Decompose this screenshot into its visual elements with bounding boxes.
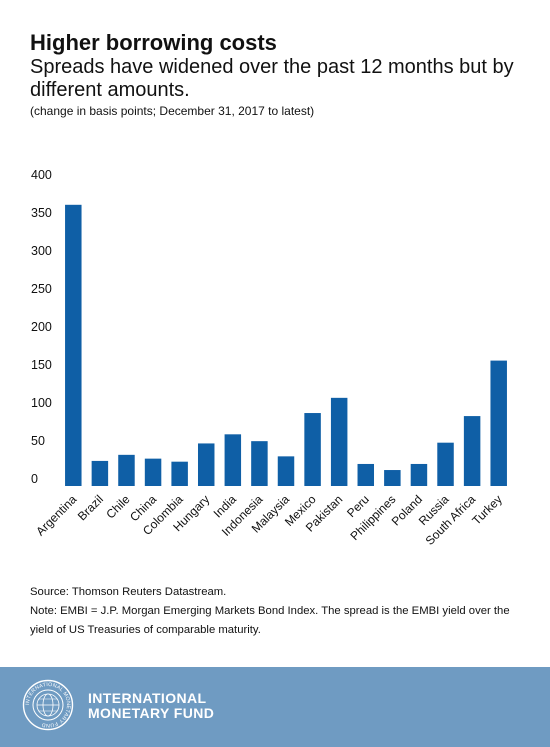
y-tick-label: 0	[31, 472, 38, 486]
bar-chart: 0 50 100 150 200 250 300 350 400 ArgentinaBrazil…	[31, 168, 507, 548]
x-tick-label: Turkey	[469, 492, 505, 528]
imf-wordmark: INTERNATIONAL MONETARY FUND	[88, 691, 214, 721]
chart-title: Higher borrowing costs	[30, 30, 277, 55]
bar-russia	[437, 442, 454, 486]
y-tick-label: 250	[31, 282, 52, 296]
bar-poland	[410, 463, 428, 486]
bar-turkey	[490, 360, 507, 486]
units-note: (change in basis points; December 31, 20…	[30, 104, 315, 118]
y-tick-label: 150	[31, 358, 52, 372]
x-tick-label: Argentina	[33, 492, 79, 538]
imf-seal-icon: INTERNATIONAL MONETARY FUND	[22, 679, 74, 731]
bar-malaysia	[277, 456, 295, 486]
y-tick-label: 200	[31, 320, 52, 334]
bar-brazil	[91, 460, 109, 486]
bar-philippines	[384, 470, 401, 486]
definition-note: Note: EMBI = J.P. Morgan Emerging Market…	[30, 605, 510, 636]
brand-line-1: INTERNATIONAL	[88, 690, 207, 706]
bar-pakistan	[330, 397, 348, 486]
x-tick-label: Brazil	[75, 492, 106, 523]
bar-india	[224, 434, 242, 486]
y-tick-label: 100	[31, 396, 52, 410]
bar-indonesia	[251, 441, 268, 486]
y-tick-label: 400	[31, 168, 52, 182]
x-axis: ArgentinaBrazilChileChinaColombiaHungary…	[33, 492, 505, 548]
brand-line-2: MONETARY FUND	[88, 705, 215, 721]
bar-hungary	[197, 443, 215, 486]
bar-south-africa	[463, 416, 481, 486]
chart-subtitle: Spreads have widened over the past 12 mo…	[30, 56, 514, 101]
bars	[65, 204, 507, 487]
bar-colombia	[171, 461, 188, 486]
y-axis: 0 50 100 150 200 250 300 350 400	[31, 168, 52, 486]
y-tick-label: 50	[31, 434, 45, 448]
footer-banner: INTERNATIONAL MONETARY FUND INTERNATIONA…	[0, 667, 550, 747]
y-tick-label: 350	[31, 206, 52, 220]
footnotes: Source: Thomson Reuters Datastream. Note…	[30, 583, 530, 640]
bar-argentina	[65, 204, 82, 487]
bar-chile	[118, 454, 135, 486]
bar-mexico	[304, 413, 321, 486]
source-note: Source: Thomson Reuters Datastream.	[30, 586, 227, 598]
bar-peru	[357, 463, 375, 486]
y-tick-label: 300	[31, 244, 52, 258]
bar-china	[144, 458, 162, 486]
